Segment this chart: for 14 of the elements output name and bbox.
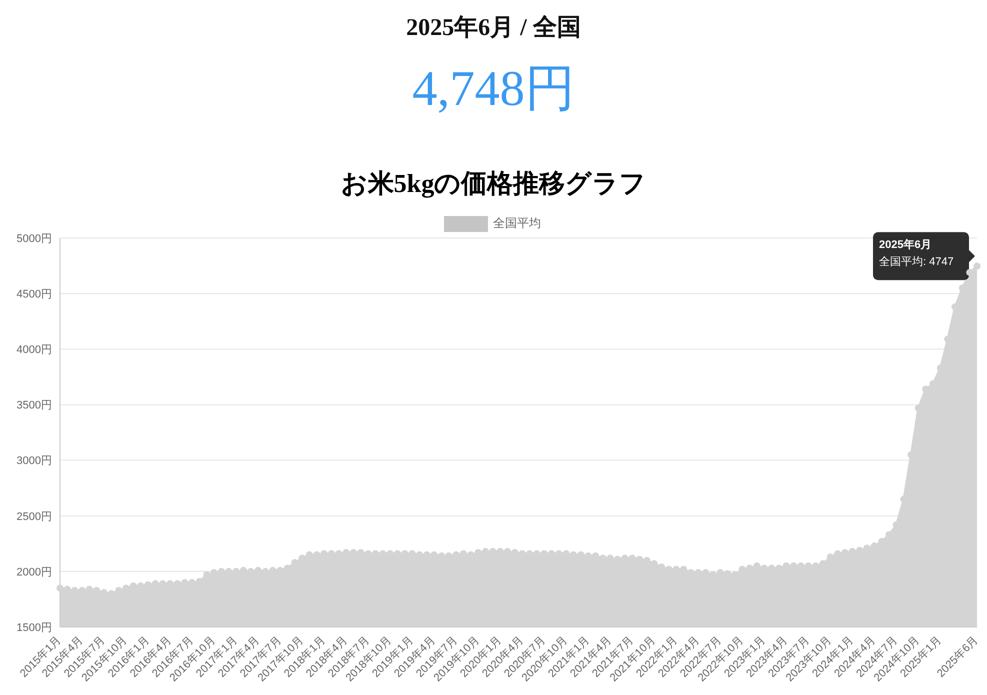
y-tick-label: 4500円 xyxy=(16,288,52,300)
text: 4,748円 xyxy=(411,59,576,118)
y-tick-label: 4000円 xyxy=(16,344,52,356)
chart-title: お米5kgの価格推移グラフ xyxy=(340,168,648,200)
y-tick-label: 3500円 xyxy=(16,400,52,412)
annotation: 全国平均: 4747 xyxy=(879,256,954,268)
y-tick-label: 3000円 xyxy=(16,455,52,468)
text: 2025年6月 / 全国 xyxy=(405,14,582,43)
y-tick-label: 1500円 xyxy=(16,622,52,634)
y-tick-label: 2000円 xyxy=(16,566,52,578)
y-tick-label: 5000円 xyxy=(16,232,52,245)
y-tick-label: 2500円 xyxy=(16,510,52,523)
legend-label: 全国平均 xyxy=(493,215,541,232)
annotation: 2025年6月 xyxy=(879,238,932,252)
